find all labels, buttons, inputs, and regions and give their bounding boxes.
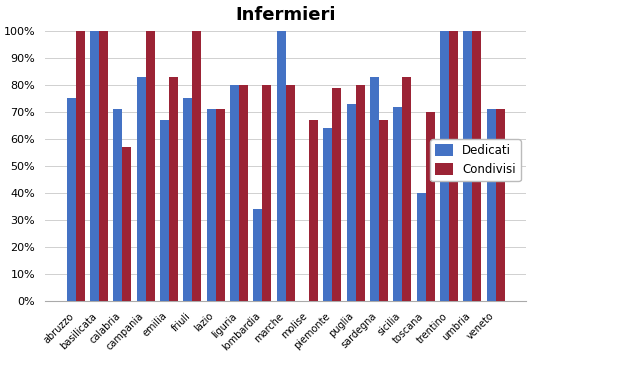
Bar bbox=[394, 107, 403, 301]
Bar bbox=[403, 77, 412, 301]
Bar bbox=[356, 85, 365, 301]
Bar bbox=[216, 109, 225, 301]
Bar bbox=[99, 31, 108, 301]
Bar bbox=[90, 31, 99, 301]
Bar bbox=[496, 109, 505, 301]
Bar bbox=[169, 77, 178, 301]
Bar bbox=[333, 88, 341, 301]
Bar bbox=[146, 31, 155, 301]
Bar bbox=[277, 31, 286, 301]
Bar bbox=[426, 112, 435, 301]
Title: Infermieri: Infermieri bbox=[236, 6, 336, 24]
Bar bbox=[309, 120, 318, 301]
Bar bbox=[473, 31, 482, 301]
Bar bbox=[67, 98, 76, 301]
Bar bbox=[263, 85, 271, 301]
Bar bbox=[449, 31, 458, 301]
Bar bbox=[254, 209, 263, 301]
Bar bbox=[230, 85, 239, 301]
Bar bbox=[114, 109, 123, 301]
Bar bbox=[137, 77, 146, 301]
Bar bbox=[76, 31, 85, 301]
Bar bbox=[123, 147, 131, 301]
Bar bbox=[286, 85, 295, 301]
Bar bbox=[464, 31, 473, 301]
Bar bbox=[239, 85, 248, 301]
Bar bbox=[193, 31, 201, 301]
Bar bbox=[440, 31, 449, 301]
Bar bbox=[487, 109, 496, 301]
Bar bbox=[379, 120, 388, 301]
Bar bbox=[417, 193, 426, 301]
Bar bbox=[160, 120, 169, 301]
Bar bbox=[370, 77, 379, 301]
Legend: Dedicati, Condivisi: Dedicati, Condivisi bbox=[430, 139, 521, 181]
Bar bbox=[184, 98, 193, 301]
Bar bbox=[324, 128, 333, 301]
Bar bbox=[207, 109, 216, 301]
Bar bbox=[347, 104, 356, 301]
